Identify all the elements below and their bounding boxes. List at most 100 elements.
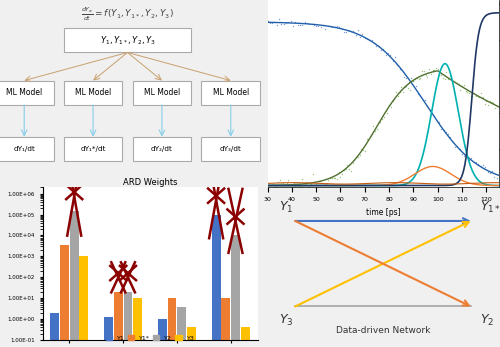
Text: ML Model: ML Model xyxy=(144,88,180,97)
Point xyxy=(273,22,281,27)
Point xyxy=(316,179,324,184)
Point xyxy=(400,75,408,80)
Point xyxy=(333,177,341,182)
Point xyxy=(288,187,296,193)
Point xyxy=(426,107,434,112)
Text: Data-driven Network: Data-driven Network xyxy=(336,327,430,336)
Point xyxy=(476,94,484,100)
Point xyxy=(292,183,300,189)
Point xyxy=(410,78,418,84)
Point xyxy=(328,175,336,180)
Point xyxy=(338,26,345,31)
Point xyxy=(440,127,448,133)
Point xyxy=(488,99,496,105)
Bar xyxy=(212,214,220,347)
Point xyxy=(359,147,367,153)
Point xyxy=(328,24,336,29)
Point xyxy=(268,181,276,187)
Point xyxy=(296,184,304,190)
Point xyxy=(458,151,466,156)
Point xyxy=(418,98,426,103)
Point xyxy=(382,108,390,113)
Point xyxy=(284,178,292,183)
Point xyxy=(348,160,356,166)
Point xyxy=(330,25,338,30)
Bar xyxy=(222,298,230,347)
Point xyxy=(302,179,310,185)
Point xyxy=(380,46,388,52)
Point xyxy=(465,90,473,95)
Point xyxy=(278,21,285,27)
Point xyxy=(354,27,362,33)
Point xyxy=(410,78,418,84)
Point xyxy=(334,169,342,175)
Point xyxy=(405,79,413,84)
Point xyxy=(374,119,382,125)
Point xyxy=(416,94,424,99)
Point xyxy=(350,157,358,163)
Point xyxy=(399,89,407,94)
Point xyxy=(456,146,464,152)
Point xyxy=(468,93,476,98)
Point xyxy=(362,136,370,142)
Point xyxy=(361,35,369,41)
Point xyxy=(279,180,287,186)
Point xyxy=(321,181,329,186)
Point xyxy=(308,21,316,27)
Point xyxy=(439,76,447,81)
Point xyxy=(319,180,327,186)
Bar xyxy=(168,298,176,347)
Point xyxy=(392,89,400,94)
Point xyxy=(370,41,378,46)
Point xyxy=(312,181,320,187)
Point xyxy=(317,24,325,29)
Point xyxy=(265,183,273,188)
Point xyxy=(368,132,376,137)
Point xyxy=(493,103,500,109)
Point xyxy=(324,24,332,29)
Bar xyxy=(0,81,54,105)
Point xyxy=(338,171,346,177)
Point xyxy=(398,67,406,73)
Point xyxy=(472,94,480,99)
Bar xyxy=(187,328,196,347)
Point xyxy=(296,23,304,28)
Point xyxy=(300,19,308,25)
Point xyxy=(382,52,390,58)
Point xyxy=(400,84,408,90)
Bar xyxy=(60,245,69,347)
Point xyxy=(466,93,474,99)
Point xyxy=(440,76,448,82)
Bar xyxy=(124,292,132,347)
Point xyxy=(480,101,488,107)
Bar xyxy=(202,81,260,105)
Point xyxy=(304,182,312,188)
Point xyxy=(374,43,382,49)
Point xyxy=(264,18,272,24)
Point xyxy=(314,182,322,187)
Point xyxy=(428,67,436,73)
Point xyxy=(427,71,435,77)
Text: ML Model: ML Model xyxy=(75,88,111,97)
Point xyxy=(292,20,300,25)
Bar xyxy=(70,211,78,347)
Point xyxy=(363,36,371,42)
Point xyxy=(310,182,318,188)
Text: dY₁/dt: dY₁/dt xyxy=(14,146,35,152)
X-axis label: time [ps]: time [ps] xyxy=(366,208,400,217)
Point xyxy=(267,185,275,191)
Point xyxy=(314,23,322,29)
Point xyxy=(420,69,428,74)
Point xyxy=(477,90,485,95)
Point xyxy=(490,174,498,179)
Text: $Y_1, Y_{1*}, Y_2, Y_3$: $Y_1, Y_{1*}, Y_2, Y_3$ xyxy=(100,34,156,46)
Point xyxy=(274,179,282,185)
Bar xyxy=(50,313,59,347)
Point xyxy=(430,113,438,119)
Point xyxy=(436,73,444,78)
Point xyxy=(275,17,283,22)
Point xyxy=(303,20,311,26)
Point xyxy=(298,176,306,181)
Point xyxy=(435,119,443,124)
Point xyxy=(449,139,457,144)
